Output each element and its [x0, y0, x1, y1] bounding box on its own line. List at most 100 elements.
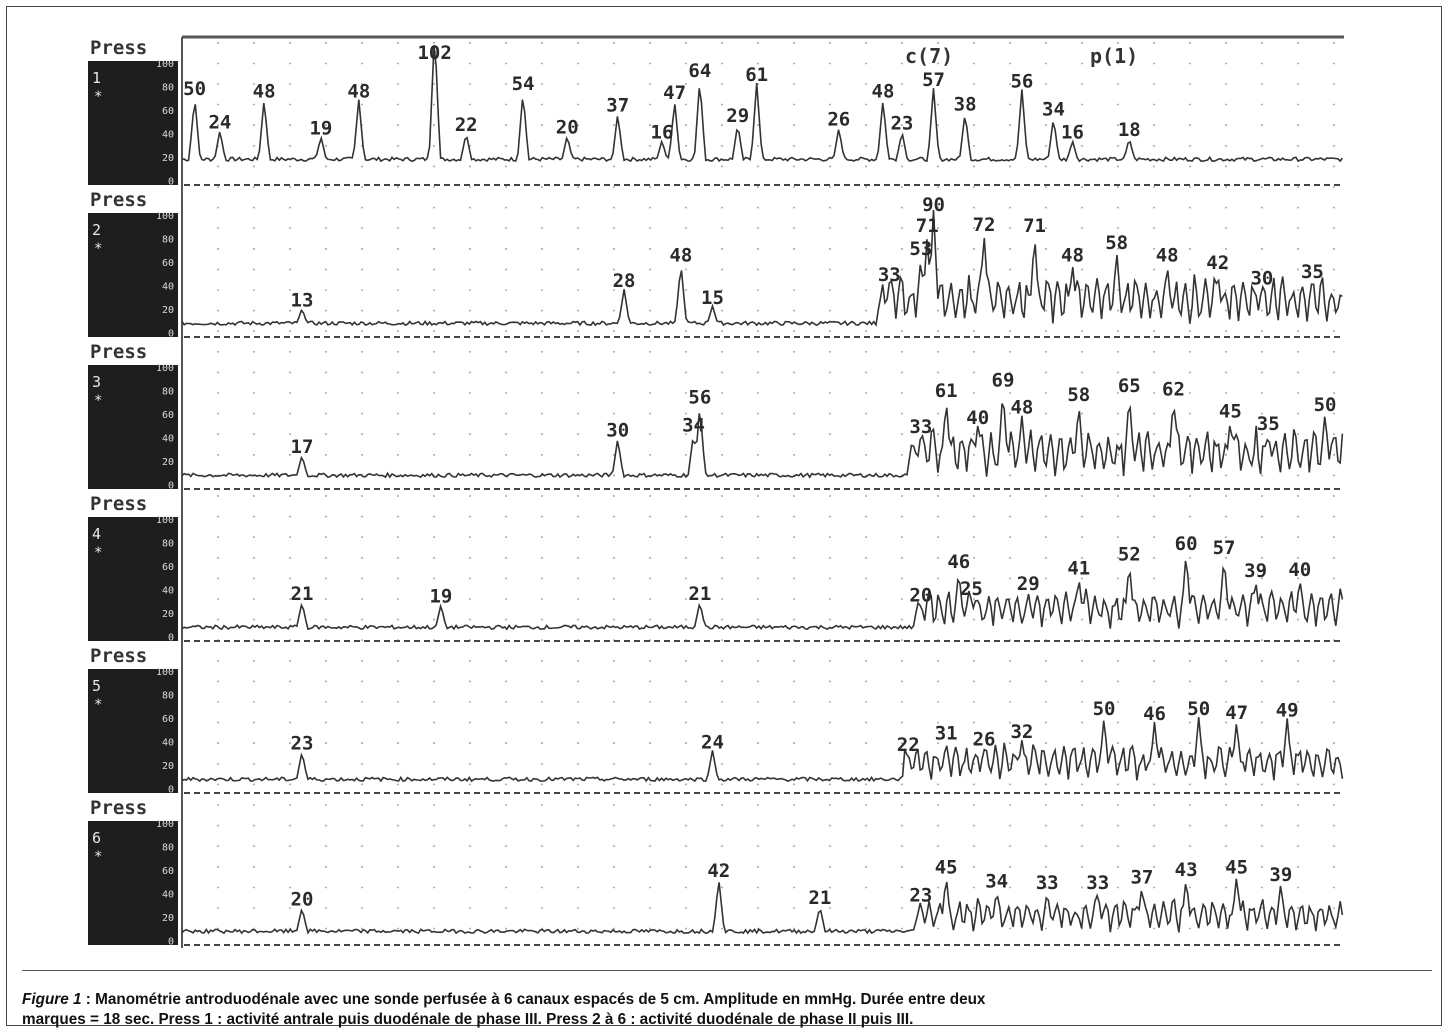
top-marker: c(7) [905, 44, 953, 68]
pressure-trace [181, 560, 1344, 631]
scale-tick-label: 100 [156, 363, 174, 374]
peak-label: 24 [701, 731, 724, 753]
peak-label: 34 [1042, 98, 1065, 120]
scale-tick-label: 100 [156, 59, 174, 70]
peak-label: 48 [669, 245, 692, 267]
peak-label: 29 [726, 105, 749, 127]
peak-label: 48 [1061, 245, 1084, 267]
peak-label: 45 [935, 856, 958, 878]
peak-label: 37 [606, 95, 629, 117]
scale-tick-label: 0 [168, 481, 174, 492]
peak-label: 23 [890, 113, 913, 135]
scale-tick-label: 60 [162, 106, 174, 117]
peak-label: 41 [1067, 558, 1090, 580]
channel-number: 4 [92, 525, 101, 543]
channel-press-label: Press [90, 37, 147, 59]
scale-tick-label: 40 [162, 434, 174, 445]
scale-tick-label: 20 [162, 305, 174, 316]
scale-tick-label: 60 [162, 562, 174, 573]
caption-line-2: marques = 18 sec. Press 1 : activité ant… [22, 1011, 914, 1028]
peak-label: 61 [745, 64, 768, 86]
top-marker: p(1) [1090, 44, 1138, 68]
peak-label: 50 [183, 78, 206, 100]
scale-tick-label: 100 [156, 211, 174, 222]
peak-label: 61 [935, 380, 958, 402]
manometry-chart: c(7) p(1)Press1*1008060402005024481948102… [88, 35, 1344, 948]
peak-label: 60 [1175, 533, 1198, 555]
peak-label: 33 [1036, 872, 1059, 894]
channel-press-label: Press [90, 341, 147, 363]
peak-label: 23 [291, 733, 314, 755]
peak-label: 72 [973, 214, 996, 236]
scale-tick-label: 0 [168, 177, 174, 188]
peak-label: 34 [682, 414, 705, 436]
peak-label: 33 [878, 264, 901, 286]
peak-label: 47 [1225, 702, 1248, 724]
pressure-trace [181, 45, 1344, 163]
peak-label: 43 [1175, 859, 1198, 881]
peak-label: 58 [1105, 232, 1128, 254]
scale-tick-label: 60 [162, 258, 174, 269]
peak-label: 20 [909, 584, 932, 606]
peak-label: 16 [651, 122, 674, 144]
peak-label: 45 [1219, 400, 1242, 422]
peak-label: 50 [1187, 698, 1210, 720]
channel-label-block [88, 821, 178, 945]
peak-label: 48 [1010, 397, 1033, 419]
peak-label: 64 [688, 60, 711, 82]
pressure-trace [181, 878, 1344, 935]
peak-label: 58 [1067, 384, 1090, 406]
scale-tick-label: 0 [168, 785, 174, 796]
peak-label: 31 [935, 722, 958, 744]
peak-label: 21 [291, 583, 314, 605]
channel-unit: * [94, 849, 102, 865]
channel-number: 2 [92, 221, 101, 239]
peak-label: 18 [1118, 119, 1141, 141]
peak-label: 30 [1250, 268, 1273, 290]
peak-label: 65 [1118, 375, 1141, 397]
scale-tick-label: 20 [162, 153, 174, 164]
peak-label: 50 [1093, 698, 1116, 720]
figure-frame [6, 6, 1442, 1026]
pressure-trace [181, 717, 1344, 783]
peak-label: 13 [291, 289, 314, 311]
peak-label: 37 [1130, 867, 1153, 889]
pressure-trace [181, 209, 1343, 328]
pressure-trace [181, 403, 1344, 479]
caption-figure-label: Figure 1 [22, 991, 82, 1008]
peak-label: 42 [1206, 252, 1229, 274]
peak-label: 56 [688, 386, 711, 408]
scale-tick-label: 100 [156, 515, 174, 526]
channel-number: 3 [92, 373, 101, 391]
peak-label: 49 [1276, 699, 1299, 721]
caption-line-1: Figure 1 : Manométrie antroduodénale ave… [22, 990, 1432, 1010]
peak-label: 23 [909, 885, 932, 907]
peak-label: 45 [1225, 856, 1248, 878]
channel-unit: * [94, 393, 102, 409]
peak-label: 34 [985, 870, 1008, 892]
peak-label: 42 [707, 860, 730, 882]
peak-label: 48 [872, 81, 895, 103]
caption-text-1: : Manométrie antroduodénale avec une son… [81, 991, 986, 1008]
peak-label: 32 [1010, 721, 1033, 743]
channel-label-block [88, 669, 178, 793]
caption-rule [22, 970, 1432, 971]
channel-unit: * [94, 241, 102, 257]
peak-label: 40 [966, 407, 989, 429]
peak-label: 40 [1288, 559, 1311, 581]
channel-number: 1 [92, 69, 101, 87]
scale-tick-label: 100 [156, 819, 174, 830]
peak-label: 19 [309, 118, 332, 140]
peak-label: 48 [1156, 245, 1179, 267]
peak-label: 62 [1162, 379, 1185, 401]
peak-label: 16 [1061, 122, 1084, 144]
scale-tick-label: 80 [162, 843, 174, 854]
peak-label: 21 [808, 887, 831, 909]
peak-label: 48 [253, 81, 276, 103]
channel-press-label: Press [90, 645, 147, 667]
peak-label: 28 [613, 270, 636, 292]
peak-label: 26 [827, 109, 850, 131]
channel-number: 6 [92, 829, 101, 847]
peak-label: 39 [1269, 864, 1292, 886]
peak-label: 39 [1244, 560, 1267, 582]
